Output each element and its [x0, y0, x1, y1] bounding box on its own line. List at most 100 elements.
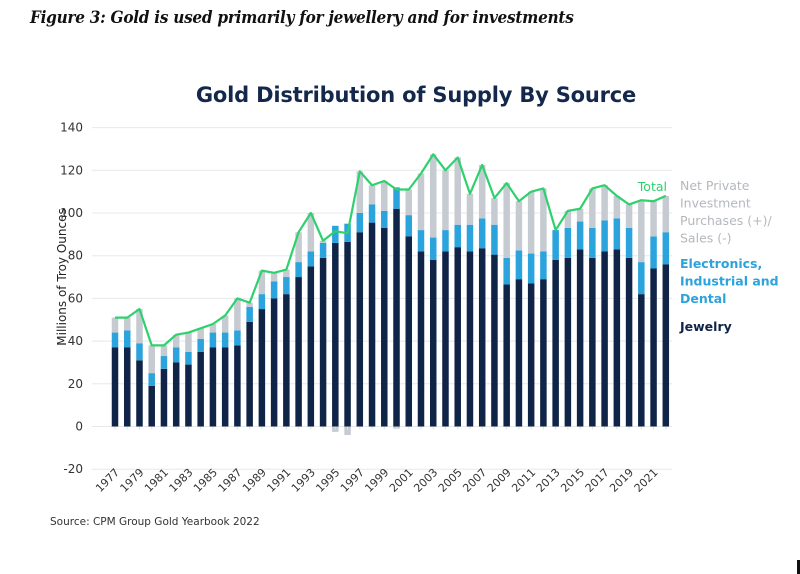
bar-stack-2005 [454, 157, 461, 427]
bar-electronics [417, 230, 425, 252]
x-tick-label: 2007 [460, 466, 489, 495]
bar-stack-1982 [172, 334, 180, 427]
x-tick-label: 1991 [264, 466, 293, 495]
y-tick-label: 80 [68, 249, 83, 263]
bar-electronics [429, 237, 437, 260]
bar-stack-1999 [381, 180, 388, 427]
bar-investment [589, 188, 596, 228]
bar-investment [576, 208, 584, 222]
bar-investment [307, 213, 315, 252]
bar-investment [454, 157, 461, 225]
bars [111, 154, 670, 436]
bar-electronics [393, 187, 400, 209]
bar-jewelry [442, 251, 449, 427]
bar-stack-2017 [601, 185, 608, 427]
bar-investment [111, 317, 119, 333]
bar-jewelry [662, 264, 670, 427]
bar-jewelry [478, 248, 486, 427]
bar-jewelry [466, 251, 474, 427]
bar-stack-2001 [405, 189, 413, 427]
bar-stack-1985 [209, 324, 217, 427]
x-tick-label: 2021 [632, 466, 661, 495]
bar-electronics [148, 373, 155, 386]
legend-investment: Net Private Investment Purchases (+)/ Sales… [680, 178, 772, 246]
x-tick-label: 2017 [583, 466, 612, 495]
y-tick-label: 40 [68, 334, 83, 348]
bar-investment [466, 193, 474, 225]
bar-jewelry [540, 279, 547, 427]
bar-investment [258, 270, 266, 295]
bar-jewelry [503, 284, 510, 427]
bar-investment [540, 188, 547, 252]
bar-electronics [332, 225, 339, 243]
bar-electronics [258, 294, 266, 310]
bar-investment [344, 426, 351, 436]
bar-investment [136, 309, 143, 344]
x-tick-label: 1989 [240, 466, 269, 495]
x-tick-label: 2001 [387, 466, 416, 495]
bar-electronics [246, 306, 253, 322]
bar-jewelry [589, 257, 596, 427]
bar-stack-2015 [576, 208, 584, 427]
bar-electronics [136, 343, 143, 361]
bar-investment [601, 185, 608, 221]
bar-electronics [405, 215, 413, 237]
bar-electronics [307, 251, 315, 267]
bar-investment [148, 345, 155, 374]
bar-electronics [209, 332, 217, 348]
bar-electronics [601, 220, 608, 252]
bar-stack-1986 [221, 315, 229, 427]
bar-jewelry [356, 232, 364, 427]
bar-electronics [234, 330, 241, 346]
bar-jewelry [344, 241, 351, 427]
bar-stack-2010 [515, 201, 523, 427]
bar-electronics [381, 210, 388, 228]
x-tick-label: 1993 [289, 466, 318, 495]
bar-jewelry [601, 251, 608, 427]
bar-jewelry [454, 247, 461, 427]
bar-stack-1997 [356, 171, 364, 427]
bar-jewelry [491, 254, 498, 427]
bar-investment [172, 334, 180, 348]
x-tick-label: 2003 [411, 466, 440, 495]
bar-electronics [197, 338, 204, 352]
bar-stack-2007 [478, 164, 486, 427]
bar-stack-1996 [344, 223, 351, 436]
bar-jewelry [148, 385, 155, 427]
bar-electronics [295, 262, 302, 278]
bar-jewelry [650, 268, 657, 427]
bar-electronics [454, 224, 461, 248]
bar-investment [613, 195, 621, 219]
bar-jewelry [307, 266, 315, 427]
legend-electronics-line: Electronics, [680, 256, 762, 271]
bar-investment [368, 185, 376, 205]
bar-stack-1993 [307, 213, 315, 427]
bar-investment [209, 324, 217, 333]
bar-jewelry [111, 347, 119, 427]
bar-stack-1980 [148, 345, 155, 427]
page-edge-mark [797, 560, 800, 574]
bar-stack-1998 [368, 185, 376, 427]
source-note: Source: CPM Group Gold Yearbook 2022 [50, 516, 260, 528]
bar-investment [515, 201, 523, 251]
bar-stack-2003 [429, 154, 437, 427]
bar-electronics [515, 250, 523, 280]
x-tick-label: 1983 [167, 466, 196, 495]
bar-jewelry [527, 283, 535, 427]
bar-jewelry [234, 345, 241, 427]
bar-stack-2021 [650, 201, 657, 427]
bar-stack-1983 [185, 332, 192, 427]
bar-jewelry [576, 249, 584, 427]
bar-electronics [319, 242, 327, 258]
x-tick-label: 2011 [509, 466, 538, 495]
bar-electronics [283, 277, 290, 295]
bar-stack-2018 [613, 195, 621, 427]
y-tick-label: -20 [63, 462, 83, 476]
y-tick-label: 20 [68, 377, 83, 391]
bar-jewelry [381, 227, 388, 427]
bar-jewelry [405, 236, 413, 427]
bar-stack-2006 [466, 193, 474, 427]
bar-investment [478, 164, 486, 219]
bar-jewelry [295, 277, 302, 427]
bar-stack-2009 [503, 183, 510, 427]
